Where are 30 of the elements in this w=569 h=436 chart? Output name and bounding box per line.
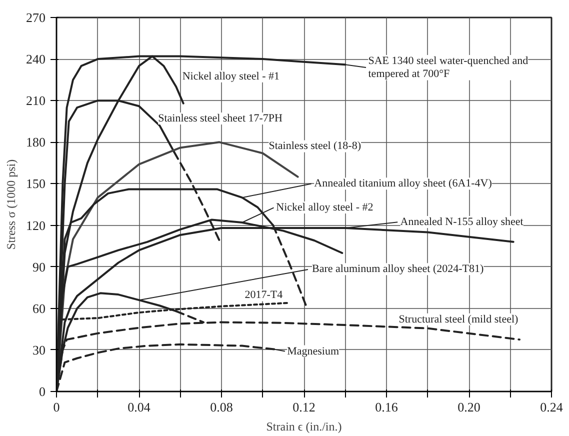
y-tick-label: 30 bbox=[32, 342, 46, 358]
annotation: Nickel alloy steel - #1 bbox=[182, 70, 280, 82]
annotation: Bare aluminum alloy sheet (2024-T81) bbox=[312, 263, 484, 276]
y-tick-label: 240 bbox=[26, 52, 46, 67]
x-tick-label: 0.08 bbox=[210, 400, 233, 414]
x-tick-label: 0.04 bbox=[128, 400, 151, 414]
y-tick-label: 90 bbox=[32, 259, 46, 274]
annotation: Stainless steel sheet 17-7PH bbox=[158, 112, 283, 125]
y-tick-label: 180 bbox=[26, 134, 46, 150]
annotation: Stainless steel (18-8) bbox=[268, 140, 362, 152]
x-axis-title: Strain ϵ (in./in.) bbox=[266, 420, 342, 434]
x-tick-label: 0.12 bbox=[292, 400, 316, 414]
annotation: 2017-T4 bbox=[244, 289, 284, 302]
y-tick-label: 150 bbox=[26, 176, 46, 192]
y-tick-label: 60 bbox=[32, 300, 46, 316]
annotation: Annealed titanium alloy sheet (6A1-4V) bbox=[314, 178, 492, 190]
annotation: Magnesium bbox=[287, 345, 340, 358]
y-tick-label: 0 bbox=[39, 384, 46, 399]
x-tick-label: 0 bbox=[53, 400, 60, 414]
y-axis-title: Stress σ (1000 psi) bbox=[4, 159, 18, 250]
annotation: Nickel alloy steel - #2 bbox=[276, 202, 374, 214]
annotation: Annealed N-155 alloy sheet bbox=[400, 216, 524, 228]
annotation: Structural steel (mild steel) bbox=[398, 313, 519, 326]
x-tick-label: 0.24 bbox=[540, 400, 564, 414]
x-tick-label: 0.16 bbox=[375, 400, 398, 414]
x-tick-label: 0.20 bbox=[458, 400, 480, 414]
annotation: SAE 1340 steel water-quenched and tempered at 700°F bbox=[368, 54, 529, 80]
y-tick-label: 210 bbox=[26, 93, 46, 108]
y-tick-label: 120 bbox=[26, 218, 46, 233]
y-tick-label: 270 bbox=[26, 10, 46, 25]
